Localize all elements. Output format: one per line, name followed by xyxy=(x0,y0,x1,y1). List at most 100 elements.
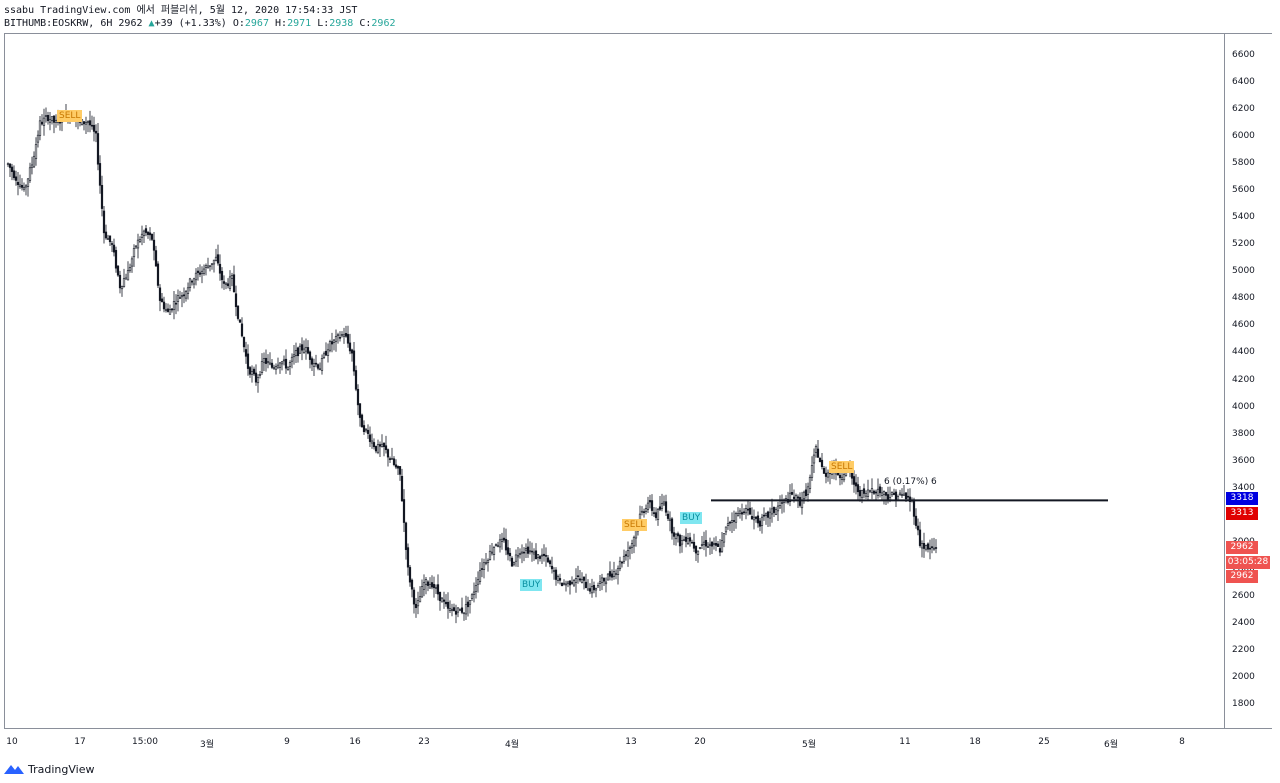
candle-body xyxy=(618,560,622,570)
candle-body xyxy=(554,569,558,580)
candle-body xyxy=(172,301,176,311)
candle-body xyxy=(892,492,896,495)
candle-body xyxy=(708,543,712,546)
candle-body xyxy=(402,499,406,523)
candle-body xyxy=(228,276,232,289)
candle-body xyxy=(508,552,512,557)
candle-body xyxy=(764,513,768,516)
price-tick-label: 3800 xyxy=(1232,428,1255,439)
candle-body xyxy=(288,362,292,367)
candle-body xyxy=(678,534,682,547)
candle-body xyxy=(384,445,388,450)
candle-body xyxy=(780,502,784,504)
candle-body xyxy=(732,520,736,522)
time-tick-label: 11 xyxy=(899,737,911,747)
high-value: 2971 xyxy=(287,18,312,29)
candle-body xyxy=(742,511,746,514)
candle-body xyxy=(556,576,560,581)
candle-body xyxy=(130,258,134,267)
chart-pane[interactable] xyxy=(4,33,1224,729)
candle-body xyxy=(386,449,390,458)
symbol-label[interactable]: BITHUMB:EOSKRW, 6H xyxy=(4,18,113,29)
candle-body xyxy=(440,597,444,603)
candle-body xyxy=(928,547,932,550)
candle-body xyxy=(454,610,458,615)
price-tick-label: 2600 xyxy=(1232,590,1255,601)
candle-body xyxy=(276,364,280,368)
candle-body xyxy=(202,268,206,274)
candle-body xyxy=(586,588,590,591)
candle-body xyxy=(476,579,480,585)
candle-body xyxy=(148,232,152,236)
time-tick-label: 15:00 xyxy=(132,737,158,747)
price-tick-label: 3400 xyxy=(1232,482,1255,493)
candle-body xyxy=(568,580,572,586)
candle-body xyxy=(510,557,514,567)
candle-body xyxy=(500,538,504,542)
candle-body xyxy=(740,512,744,515)
candle-body xyxy=(422,582,426,590)
candle-body xyxy=(696,550,700,555)
time-tick-label: 8 xyxy=(1179,737,1185,747)
candle-body xyxy=(686,538,690,544)
footer-brand[interactable]: TradingView xyxy=(28,762,95,776)
tradingview-logo-icon xyxy=(4,765,24,774)
candle-body xyxy=(144,228,148,233)
candle-body xyxy=(304,346,308,352)
price-tick-label: 2400 xyxy=(1232,617,1255,628)
candle-body xyxy=(706,546,710,548)
candle-body xyxy=(92,124,96,132)
candle-body xyxy=(520,551,524,554)
time-tick-label: 9 xyxy=(284,737,290,747)
candle-body xyxy=(104,231,108,239)
candle-body xyxy=(526,546,530,554)
candle-body xyxy=(398,466,402,475)
candle-body xyxy=(536,554,540,558)
candle-body xyxy=(218,263,222,274)
candle-body xyxy=(464,604,468,615)
candle-body xyxy=(178,297,182,299)
candle-body xyxy=(298,345,302,354)
price-tick-label: 6400 xyxy=(1232,77,1255,88)
open-label: O: xyxy=(232,18,245,29)
candle-body xyxy=(344,333,348,337)
candle-body xyxy=(744,508,748,514)
candle-body xyxy=(30,164,34,168)
candle-body xyxy=(730,520,734,523)
candle-body xyxy=(416,600,420,607)
close-label: C: xyxy=(359,18,372,29)
candle-body xyxy=(590,586,594,594)
candle-body xyxy=(702,541,706,545)
candle-body xyxy=(858,490,862,497)
candle-body xyxy=(126,270,130,281)
candle-body xyxy=(306,347,310,354)
candle-body xyxy=(890,492,894,496)
candle-body xyxy=(154,250,158,267)
candle-body xyxy=(310,358,314,365)
price-axis[interactable] xyxy=(1224,33,1272,729)
candle-body xyxy=(726,523,730,526)
candle-body xyxy=(400,475,404,502)
candle-body xyxy=(442,599,446,602)
attribution-line: ssabu TradingView.com 에서 퍼블리쉬, 5월 12, 20… xyxy=(4,5,358,16)
change-value: +39 (+1.33%) xyxy=(154,18,227,29)
candle-body xyxy=(264,357,268,364)
candle-body xyxy=(524,548,528,551)
time-tick-label: 4월 xyxy=(504,740,520,750)
candle-body xyxy=(648,500,652,503)
candle-body xyxy=(282,359,286,362)
candle-body xyxy=(152,239,156,251)
candle-body xyxy=(286,366,290,370)
candle-body xyxy=(94,130,98,134)
candle-body xyxy=(650,500,654,511)
candle-body xyxy=(204,265,208,268)
candle-body xyxy=(428,584,432,589)
signal-buy-1: BUY xyxy=(520,579,543,591)
candle-body xyxy=(168,309,172,315)
candle-body xyxy=(722,533,726,543)
candle-body xyxy=(106,238,110,240)
candle-body xyxy=(794,494,798,501)
candle-body xyxy=(854,482,858,487)
candle-body xyxy=(382,442,386,447)
